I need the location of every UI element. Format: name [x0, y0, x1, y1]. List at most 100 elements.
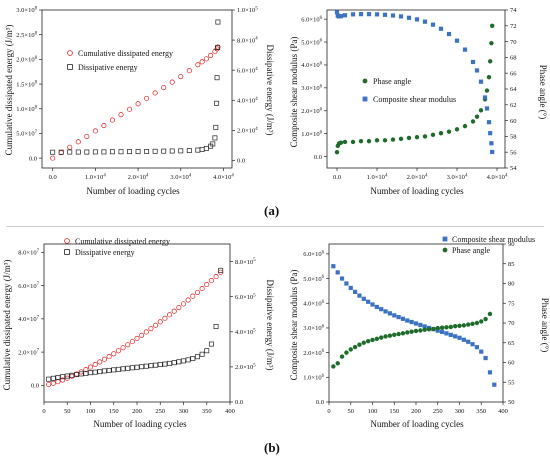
tick-label: 70: [508, 320, 515, 327]
data-point: [435, 328, 440, 333]
data-point: [157, 319, 163, 325]
data-point: [418, 322, 423, 328]
tick-label: 2.0×104: [407, 173, 428, 181]
data-point: [162, 361, 168, 367]
tick-label: 55: [508, 379, 515, 386]
data-point: [143, 363, 149, 369]
data-point: [78, 371, 84, 377]
tick-label: 0: [42, 408, 45, 415]
data-point: [440, 329, 445, 334]
tick-label: 3.0×106: [301, 84, 322, 92]
data-point: [474, 68, 480, 73]
data-point: [213, 274, 219, 280]
chart-b-right-ylabel: Composite shear modulus (Pa): [289, 270, 299, 381]
data-point: [83, 370, 89, 376]
tick-label: 60: [508, 360, 515, 367]
tick-label: 1.0×106: [303, 374, 324, 382]
tick-label: 4.0×106: [301, 62, 322, 70]
data-point: [435, 325, 440, 331]
legend-marker-dissipative: [64, 249, 70, 255]
data-point: [60, 374, 66, 380]
data-point: [84, 133, 90, 139]
data-point: [446, 31, 452, 37]
data-point: [195, 354, 200, 360]
data-point: [167, 360, 172, 366]
data-point: [171, 360, 177, 366]
data-point: [169, 79, 175, 85]
data-point: [194, 289, 201, 295]
data-point: [213, 124, 219, 130]
data-point: [212, 135, 218, 141]
data-point: [50, 155, 56, 161]
data-point: [484, 106, 490, 111]
data-point: [431, 326, 436, 332]
data-point: [426, 327, 432, 332]
tick-label: 72: [510, 23, 517, 30]
data-point: [396, 314, 401, 320]
plot-frame: [326, 9, 506, 169]
tick-label: 1.0×108: [16, 105, 37, 113]
tick-label: 2.0×104: [128, 173, 149, 181]
chart-b-left-ylabel: Cumulative dissipated energy (J/m³): [2, 260, 12, 391]
data-point: [470, 321, 475, 326]
data-point: [387, 311, 392, 316]
tick-label: 0.0: [31, 383, 39, 390]
data-point: [444, 325, 449, 330]
data-point: [398, 14, 404, 19]
data-point: [382, 12, 388, 17]
data-point: [171, 308, 177, 314]
tick-label: 250: [433, 408, 443, 415]
tick-label: 6.0×107: [18, 282, 39, 290]
data-point: [335, 361, 340, 366]
tick-label: 150: [109, 408, 119, 415]
tick-label: 2.0×106: [301, 107, 322, 115]
chart-a-left-ylabel: Cumulative dissipated energy (J/m³): [4, 25, 14, 156]
data-point: [214, 75, 220, 81]
data-point: [46, 376, 52, 382]
data-point: [348, 285, 353, 291]
tick-label: 1.5×108: [16, 81, 37, 89]
series-0: [334, 23, 495, 155]
data-point: [335, 270, 340, 275]
tick-label: 68: [510, 55, 517, 62]
data-point: [120, 345, 126, 351]
data-point: [350, 139, 356, 145]
data-point: [152, 90, 158, 96]
data-point: [406, 135, 412, 141]
tick-label: 2.0×104: [237, 127, 258, 135]
data-point: [462, 47, 468, 52]
data-point: [488, 59, 493, 64]
data-point: [422, 19, 428, 24]
legend-label-dissipative: Dissipative energy: [75, 248, 135, 257]
data-point: [331, 364, 336, 369]
series-0: [46, 269, 224, 388]
data-point: [405, 318, 410, 323]
tick-label: 85: [508, 261, 515, 268]
data-point: [139, 332, 145, 338]
data-point: [418, 328, 423, 333]
data-point: [479, 319, 484, 324]
data-point: [374, 336, 380, 341]
data-point: [439, 325, 445, 330]
data-point: [452, 323, 458, 329]
data-point: [342, 139, 348, 145]
data-point: [55, 374, 61, 380]
data-point: [204, 348, 210, 354]
data-point: [148, 326, 154, 332]
data-point: [413, 328, 419, 334]
data-point: [135, 149, 141, 155]
data-point: [199, 147, 205, 152]
tick-label: 1.0×104: [367, 173, 388, 181]
tick-label: 300: [179, 408, 189, 415]
data-point: [357, 293, 362, 298]
tick-label: 0.0: [333, 174, 341, 181]
data-point: [120, 366, 126, 372]
data-point: [190, 293, 196, 299]
tick-label: 2.0×105: [235, 363, 256, 371]
series-0: [50, 44, 221, 161]
chart-a-left-legend: Cumulative dissipated energy Dissipative…: [67, 49, 173, 72]
data-point: [454, 127, 460, 132]
data-point: [390, 137, 396, 142]
data-point: [483, 355, 488, 361]
data-point: [118, 112, 124, 118]
